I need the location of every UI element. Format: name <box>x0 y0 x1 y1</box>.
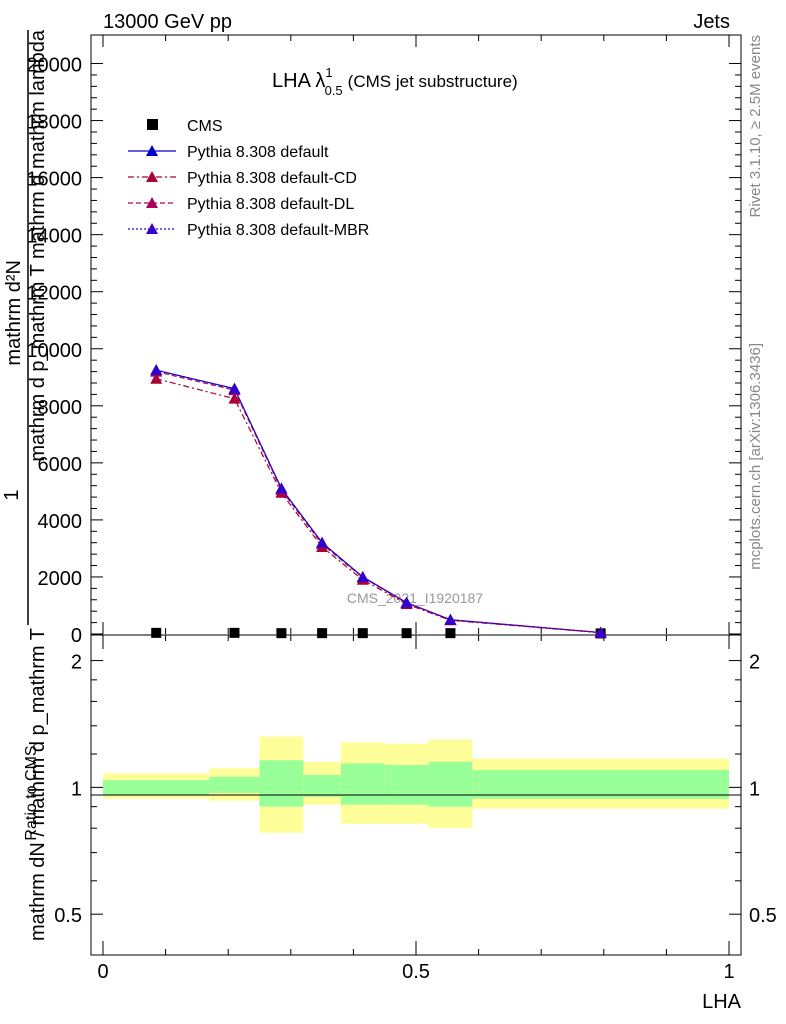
legend: CMS Pythia 8.308 default Pythia 8.308 defa… <box>128 118 369 239</box>
series-marker <box>356 570 369 582</box>
plot-title-sup: 1 <box>325 65 332 80</box>
legend-marker <box>146 171 158 182</box>
main-ytick-label: 2000 <box>38 568 83 590</box>
ratio-band-inner <box>428 761 473 807</box>
ratio-ytick-label-right: 1 <box>749 778 760 800</box>
main-ytick-label: 6000 <box>38 454 83 476</box>
legend-label: Pythia 8.308 default-MBR <box>187 222 369 239</box>
ratio-ytick-label-right: 2 <box>749 652 760 674</box>
main-ytick-label: 8000 <box>38 397 83 419</box>
plot-title: LHA λ1 0.5 (CMS jet substructure) <box>272 65 518 98</box>
series-marker <box>228 382 241 394</box>
series-marker <box>275 482 288 494</box>
legend-marker <box>146 145 158 156</box>
legend-marker <box>146 197 158 208</box>
main-ytick-label: 14000 <box>26 226 82 248</box>
ratio-band-inner <box>384 765 429 805</box>
ylabel-prefix-num: 1 <box>1 489 23 500</box>
series-marker <box>400 596 413 608</box>
ratio-band-inner <box>340 763 385 805</box>
cms-data-point <box>357 628 368 639</box>
series-line <box>156 369 601 634</box>
main-y-axis: 0 2000 4000 6000 8000 10000 12000 14000 16000 180… <box>26 55 741 647</box>
ratio-band-inner <box>103 780 210 795</box>
plot-title-main: LHA λ <box>272 70 325 92</box>
plot-title-suffix: (CMS jet substructure) <box>348 72 518 91</box>
ratio-bands <box>103 736 729 833</box>
header-right: Jets <box>693 11 730 33</box>
cms-data-point <box>401 628 412 639</box>
main-y-label: mathrm d²N mathrm d p_mathrm T mathrm d … <box>1 29 49 941</box>
series-layer <box>150 364 607 639</box>
series-marker <box>316 536 329 548</box>
main-ytick-label: 0 <box>71 625 82 647</box>
ratio-ytick-label: 1 <box>71 778 82 800</box>
main-ytick-label: 20000 <box>26 55 82 77</box>
legend-label: CMS <box>187 118 223 135</box>
xtick-label: 1 <box>723 961 734 983</box>
ratio-y-axis: 0.5 0.5 1 1 2 2 <box>54 652 777 928</box>
cms-data-point <box>445 628 456 639</box>
x-axis: 0 0.5 1 <box>97 35 735 983</box>
series-marker <box>594 626 607 638</box>
mcplots-label: mcplots.cern.ch [arXiv:1306.3436] <box>747 343 764 570</box>
ratio-band-inner <box>472 769 729 799</box>
cms-data-point <box>229 627 240 638</box>
series-marker <box>444 613 457 625</box>
ylabel-bottom: mathrm d p_mathrm T mathrm d mathrm lamb… <box>27 29 49 461</box>
x-axis-label: LHA <box>702 991 742 1013</box>
ylabel-top: mathrm d²N <box>3 260 25 366</box>
header-left: 13000 GeV pp <box>103 11 232 33</box>
plot-title-sub: 0.5 <box>325 83 343 98</box>
ratio-band-inner <box>303 774 341 797</box>
series-marker <box>150 372 163 384</box>
series-marker <box>150 364 163 376</box>
cms-data-point <box>317 628 328 639</box>
ratio-ytick-label: 2 <box>71 652 82 674</box>
main-ytick-label: 12000 <box>26 283 82 305</box>
xtick-label: 0.5 <box>402 961 430 983</box>
rivet-label: Rivet 3.1.10, ≥ 2.5M events <box>747 35 764 218</box>
ratio-band-inner <box>259 760 304 807</box>
ratio-ytick-label: 0.5 <box>54 905 82 927</box>
main-ytick-label: 16000 <box>26 169 82 191</box>
main-ytick-label: 4000 <box>38 511 83 533</box>
ylabel-prefix-den: mathrm dN / mathrm d p_mathrm T <box>27 628 49 941</box>
legend-marker <box>146 223 158 234</box>
ratio-y-label: Ratio to CMS <box>23 745 40 840</box>
legend-label: Pythia 8.308 default <box>187 144 329 161</box>
ratio-ytick-label-right: 0.5 <box>749 905 777 927</box>
legend-label: Pythia 8.308 default-DL <box>187 196 354 213</box>
main-ytick-label: 18000 <box>26 112 82 134</box>
legend-marker <box>147 119 158 130</box>
cms-data-point <box>276 628 287 639</box>
main-ytick-label: 10000 <box>26 340 82 362</box>
legend-label: Pythia 8.308 default-CD <box>187 170 357 187</box>
series-marker <box>228 392 241 404</box>
analysis-watermark: CMS_2021_I1920187 <box>347 590 483 606</box>
ratio-band-inner <box>209 776 260 793</box>
cms-data-point <box>151 627 162 638</box>
xtick-label: 0 <box>97 961 108 983</box>
